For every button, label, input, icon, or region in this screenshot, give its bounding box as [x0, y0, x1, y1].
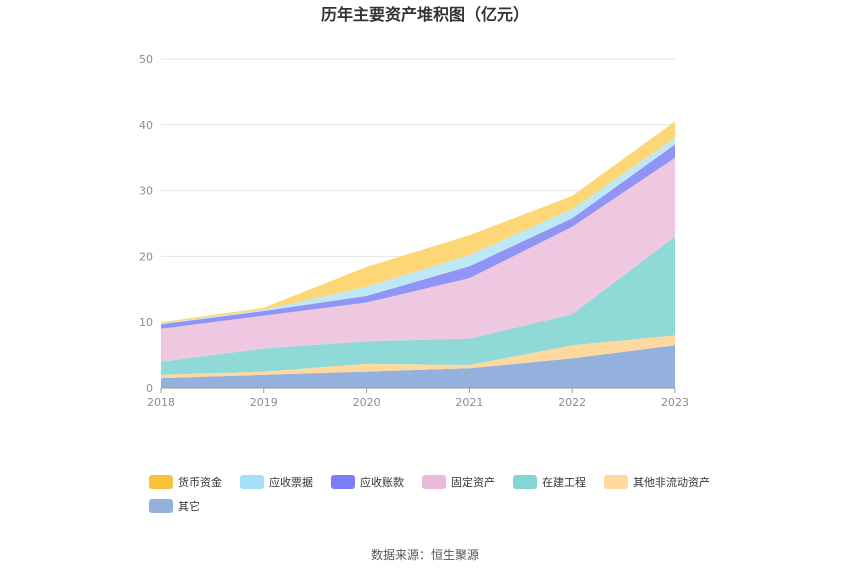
data-source: 数据来源：恒生聚源 — [371, 547, 479, 562]
area-series-1 — [161, 345, 675, 388]
legend-label: 在建工程 — [542, 475, 586, 489]
y-tick-label: 20 — [139, 250, 153, 263]
area-series-4 — [161, 157, 675, 362]
x-tick-label: 2023 — [661, 396, 689, 409]
area-series-2 — [161, 335, 675, 379]
legend-swatch — [149, 499, 173, 513]
legend-item: 货币资金 — [149, 475, 222, 489]
legend-item: 应收账款 — [331, 475, 404, 489]
legend-item: 应收票据 — [240, 475, 313, 489]
legend-label: 应收账款 — [360, 475, 404, 489]
legend-swatch — [422, 475, 446, 489]
legend-swatch — [240, 475, 264, 489]
x-tick-label: 2018 — [147, 396, 175, 409]
legend-item: 在建工程 — [513, 475, 586, 489]
legend-swatch — [331, 475, 355, 489]
legend-label: 应收票据 — [269, 475, 313, 489]
legend-label: 货币资金 — [178, 475, 222, 489]
legend-item: 其他非流动资产 — [604, 475, 710, 489]
chart-title: 历年主要资产堆积图（亿元） — [321, 5, 529, 24]
x-tick-label: 2022 — [558, 396, 586, 409]
area-series-3 — [161, 236, 675, 375]
y-tick-label: 50 — [139, 53, 153, 66]
legend-label: 固定资产 — [451, 475, 495, 489]
area-series — [161, 121, 675, 388]
y-tick-label: 0 — [146, 382, 153, 395]
x-tick-label: 2020 — [353, 396, 381, 409]
y-tick-label: 40 — [139, 119, 153, 132]
legend-swatch — [149, 475, 173, 489]
x-tick-label: 2021 — [455, 396, 483, 409]
legend-swatch — [513, 475, 537, 489]
legend-label: 其他非流动资产 — [633, 475, 710, 489]
axes: 2018 2019 2020 2021 2022 2023 — [147, 387, 689, 409]
legend-item: 其它 — [149, 499, 200, 513]
x-tick-label: 2019 — [250, 396, 278, 409]
y-tick-label: 30 — [139, 185, 153, 198]
legend-item: 固定资产 — [422, 475, 495, 489]
y-tick-label: 10 — [139, 316, 153, 329]
legend-label: 其它 — [178, 499, 200, 513]
legend-swatch — [604, 475, 628, 489]
